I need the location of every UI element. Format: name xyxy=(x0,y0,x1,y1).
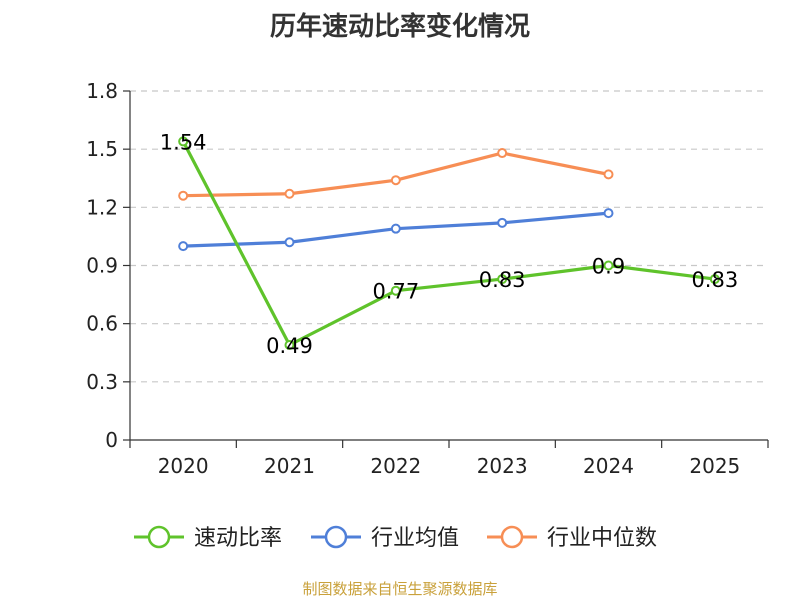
chart-title: 历年速动比率变化情况 xyxy=(269,12,530,42)
y-tick-label-4: 1.2 xyxy=(86,195,118,219)
data-point-2-3 xyxy=(497,148,508,159)
data-label-4: 0.9 xyxy=(592,255,625,279)
legend-label-0: 速动比率 xyxy=(194,526,282,551)
legend-marker-1 xyxy=(324,525,348,549)
y-tick-label-3: 0.9 xyxy=(86,254,118,278)
x-tick-label-1: 2021 xyxy=(264,454,315,478)
data-point-2-4 xyxy=(603,169,614,180)
x-tick-label-0: 2020 xyxy=(158,454,209,478)
legend-marker-0 xyxy=(147,525,171,549)
legend-label-2: 行业中位数 xyxy=(547,526,657,551)
legend[interactable]: 速动比率 行业均值 行业中位数 xyxy=(134,525,657,551)
y-tick-label-1: 0.3 xyxy=(86,370,118,394)
data-point-1-3 xyxy=(497,217,508,228)
y-tick-label-6: 1.8 xyxy=(86,79,118,103)
data-label-3: 0.83 xyxy=(479,268,526,292)
legend-item-0[interactable]: 速动比率 xyxy=(134,525,282,551)
data-label-0: 1.54 xyxy=(160,130,207,154)
data-point-1-1 xyxy=(284,237,295,248)
legend-label-1: 行业均值 xyxy=(371,526,459,551)
data-point-2-2 xyxy=(390,175,401,186)
data-point-2-1 xyxy=(284,188,295,199)
grid-lines xyxy=(130,90,768,383)
data-point-1-2 xyxy=(390,223,401,234)
legend-item-1[interactable]: 行业均值 xyxy=(311,525,459,551)
legend-item-2[interactable]: 行业中位数 xyxy=(487,525,657,551)
data-point-0-2 xyxy=(390,285,401,296)
legend-marker-2 xyxy=(500,525,524,549)
data-labels: 1.54 0.49 0.77 0.83 0.9 0.83 xyxy=(160,130,738,358)
y-tick-label-2: 0.6 xyxy=(86,312,118,336)
series-lines xyxy=(178,136,720,350)
data-label-5: 0.83 xyxy=(691,268,738,292)
x-tick-label-2: 2022 xyxy=(370,454,421,478)
data-point-0-3 xyxy=(497,274,508,285)
source-note: 制图数据来自恒生聚源数据库 xyxy=(302,580,498,598)
data-label-2: 0.77 xyxy=(372,280,419,304)
series-line-2 xyxy=(183,151,609,198)
data-point-0-5 xyxy=(709,274,720,285)
data-point-0-0 xyxy=(178,136,189,147)
series-line-0 xyxy=(181,140,716,347)
y-tick-label-0: 0 xyxy=(105,428,118,452)
data-point-2-0 xyxy=(178,190,189,201)
axes: 0 0.3 0.6 0.9 1.2 1.5 1.8 2020 2021 2022 2023 2024 2… xyxy=(86,79,769,478)
y-tick-label-5: 1.5 xyxy=(86,137,118,161)
x-tick-label-5: 2025 xyxy=(689,454,740,478)
data-point-1-4 xyxy=(603,208,614,219)
data-point-0-1 xyxy=(284,339,295,350)
data-label-1: 0.49 xyxy=(266,334,313,358)
data-point-1-0 xyxy=(178,241,189,252)
data-point-0-4 xyxy=(603,260,614,271)
x-tick-label-3: 2023 xyxy=(477,454,528,478)
x-tick-label-4: 2024 xyxy=(583,454,634,478)
